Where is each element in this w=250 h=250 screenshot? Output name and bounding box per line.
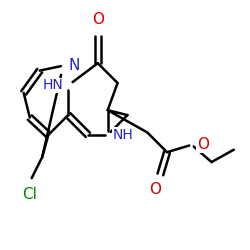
Text: N: N — [68, 58, 80, 73]
Text: Cl: Cl — [22, 187, 37, 202]
Text: O: O — [197, 137, 209, 152]
Text: HN: HN — [42, 78, 63, 92]
Text: O: O — [149, 182, 161, 197]
Text: O: O — [92, 12, 104, 27]
Text: NH: NH — [113, 128, 134, 142]
